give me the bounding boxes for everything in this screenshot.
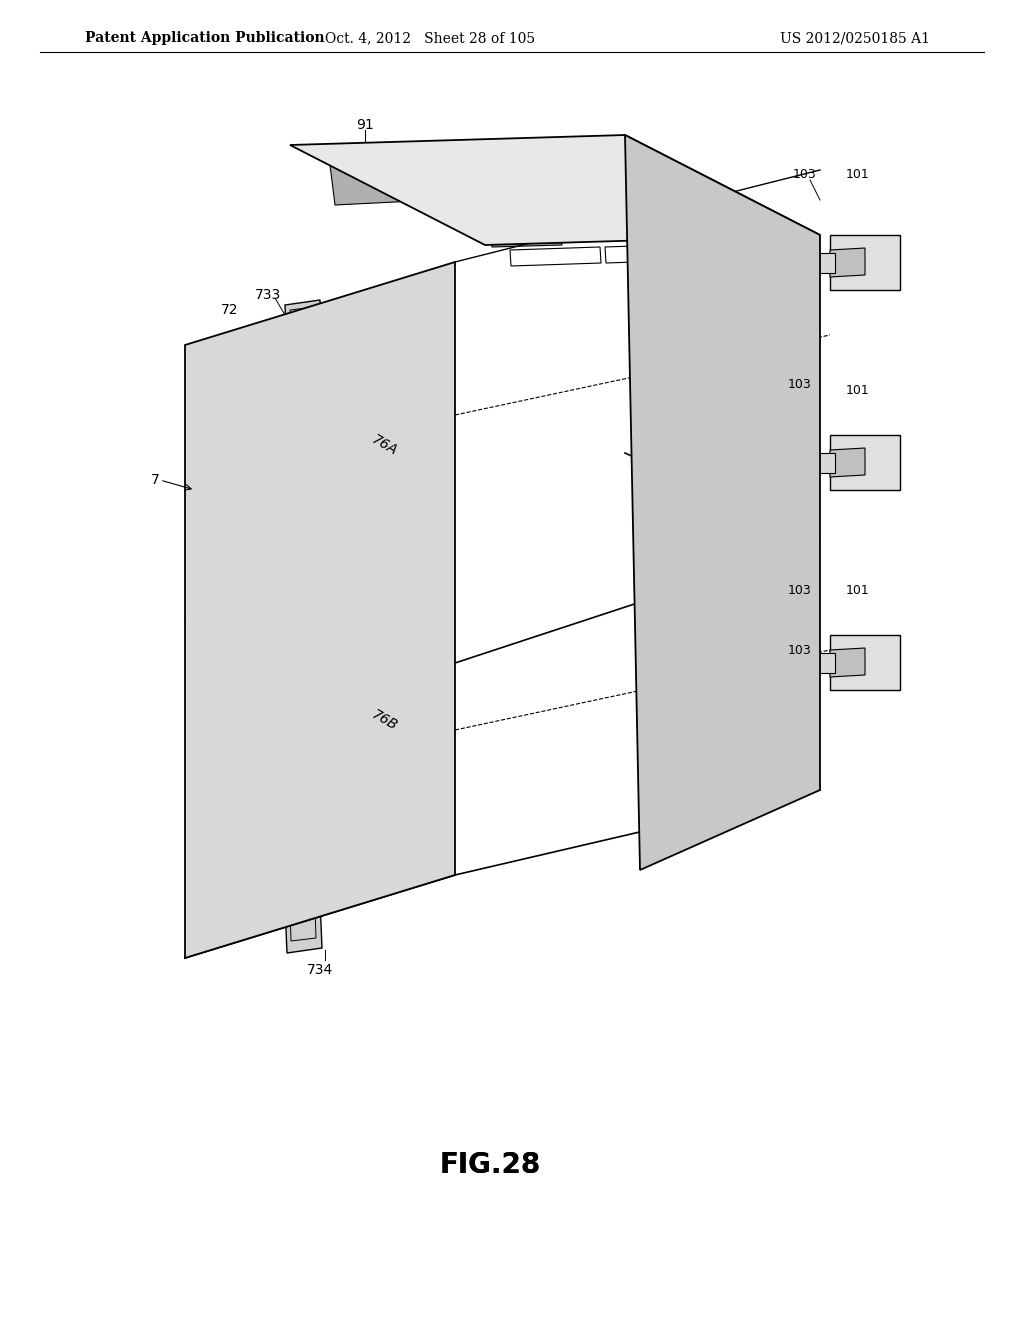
Polygon shape <box>810 453 835 473</box>
Text: 76A: 76A <box>370 432 400 458</box>
Polygon shape <box>830 635 900 690</box>
Polygon shape <box>579 182 605 194</box>
Polygon shape <box>810 653 835 673</box>
Polygon shape <box>285 900 322 953</box>
Polygon shape <box>830 648 865 677</box>
Polygon shape <box>290 135 820 246</box>
Polygon shape <box>810 253 835 273</box>
Text: 103: 103 <box>794 169 817 181</box>
Polygon shape <box>519 185 545 197</box>
Text: 103: 103 <box>788 583 812 597</box>
Text: Oct. 4, 2012   Sheet 28 of 105: Oct. 4, 2012 Sheet 28 of 105 <box>325 30 536 45</box>
Text: 7: 7 <box>151 473 160 487</box>
Polygon shape <box>759 224 785 238</box>
Polygon shape <box>830 447 865 477</box>
Text: 103: 103 <box>788 379 812 392</box>
Polygon shape <box>285 300 322 352</box>
Text: 101: 101 <box>846 583 869 597</box>
Text: FIG.28: FIG.28 <box>439 1151 541 1179</box>
Text: 734: 734 <box>307 964 333 977</box>
Text: 76B: 76B <box>370 708 400 733</box>
Text: US 2012/0250185 A1: US 2012/0250185 A1 <box>780 30 930 45</box>
Polygon shape <box>830 436 900 490</box>
Text: 91: 91 <box>356 117 374 132</box>
Polygon shape <box>709 201 735 213</box>
Text: FIG.28: FIG.28 <box>439 1151 541 1179</box>
Polygon shape <box>490 218 562 247</box>
Polygon shape <box>185 261 455 958</box>
Polygon shape <box>830 248 865 277</box>
Polygon shape <box>625 135 820 870</box>
Polygon shape <box>830 235 900 290</box>
Polygon shape <box>330 160 435 205</box>
Text: 101: 101 <box>846 169 869 181</box>
Text: 103: 103 <box>788 644 812 656</box>
Text: Patent Application Publication: Patent Application Publication <box>85 30 325 45</box>
Text: 101: 101 <box>846 384 869 396</box>
Text: 733: 733 <box>255 288 282 302</box>
Text: 72: 72 <box>221 304 239 317</box>
